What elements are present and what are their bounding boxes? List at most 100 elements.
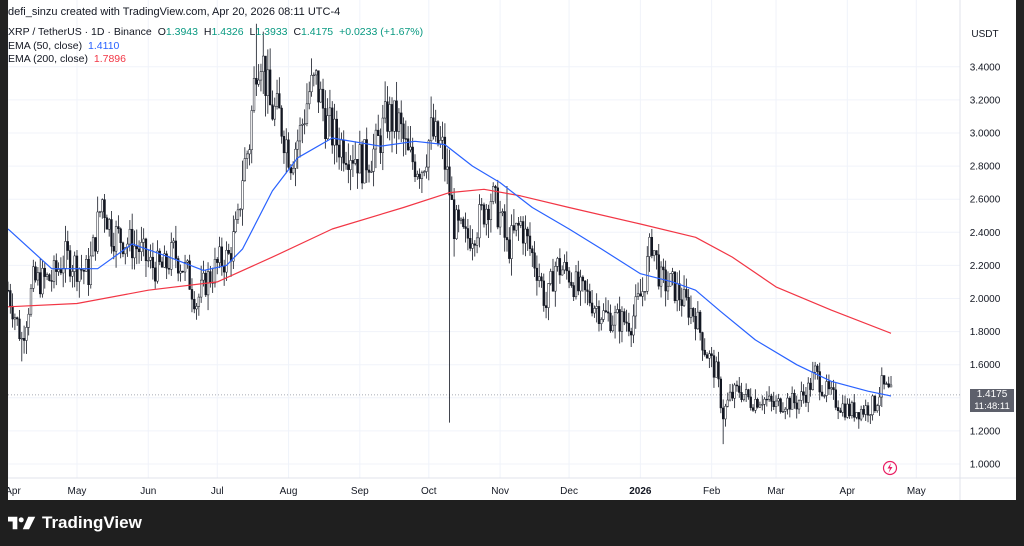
candle-down bbox=[365, 139, 368, 171]
price-tick-label: 3.4000 bbox=[970, 62, 1001, 73]
candle-up bbox=[294, 148, 297, 169]
candle-down bbox=[540, 276, 543, 282]
candle-up bbox=[634, 296, 637, 317]
candle-up bbox=[850, 402, 854, 417]
close-value: 1.4175 bbox=[301, 26, 334, 38]
attribution-text: defi_sinzu created with TradingView.com,… bbox=[8, 6, 341, 18]
candle-down bbox=[204, 272, 207, 296]
change-value: +0.0233 (+1.67%) bbox=[339, 26, 424, 38]
candle-up bbox=[459, 218, 463, 221]
candle-down bbox=[220, 246, 224, 267]
candle-up bbox=[641, 291, 644, 297]
brand-name: TradingView bbox=[42, 513, 142, 532]
ema200-legend[interactable]: EMA (200, close) 1.7896 bbox=[8, 53, 129, 65]
candle-down bbox=[181, 270, 184, 273]
candle-down bbox=[216, 259, 219, 263]
candle-up bbox=[425, 166, 428, 172]
candle-down bbox=[834, 389, 837, 408]
candle-down bbox=[809, 382, 812, 390]
candle-down bbox=[623, 311, 626, 323]
candle-up bbox=[89, 255, 92, 285]
candle-up bbox=[241, 180, 244, 210]
candle-down bbox=[443, 136, 447, 170]
candle-up bbox=[13, 317, 17, 320]
candle-up bbox=[349, 160, 352, 170]
candle-down bbox=[567, 270, 571, 283]
candle-up bbox=[275, 93, 279, 107]
candle-up bbox=[183, 262, 187, 273]
candle-down bbox=[551, 271, 555, 292]
candle-up bbox=[510, 225, 513, 259]
candle-up bbox=[20, 338, 23, 340]
candle-up bbox=[213, 259, 217, 284]
candle-down bbox=[18, 318, 21, 339]
time-tick-label: Jul bbox=[211, 486, 224, 497]
candle-down bbox=[680, 299, 683, 306]
candle-down bbox=[209, 271, 212, 283]
candle-down bbox=[337, 144, 341, 158]
candle-up bbox=[653, 250, 656, 256]
candle-up bbox=[262, 55, 265, 72]
candle-down bbox=[386, 101, 389, 132]
candle-down bbox=[887, 383, 890, 388]
candle-up bbox=[671, 271, 674, 274]
candle-up bbox=[811, 371, 814, 390]
candle-up bbox=[763, 398, 766, 405]
candle-up bbox=[825, 381, 828, 396]
candle-down bbox=[390, 104, 394, 132]
candle-up bbox=[250, 110, 253, 150]
price-chart[interactable]: 3.4000 3.2000 3.0000 2.8000 2.6000 2.4000 2.20… bbox=[8, 0, 1016, 500]
candle-down bbox=[402, 123, 405, 139]
candle-up bbox=[259, 71, 263, 81]
candle-down bbox=[16, 317, 19, 320]
price-tick-label: 3.2000 bbox=[970, 95, 1001, 106]
candle-up bbox=[646, 256, 649, 292]
candle-up bbox=[36, 272, 40, 281]
candle-down bbox=[413, 161, 417, 177]
symbol-label[interactable]: XRP / TetherUS · 1D · Binance bbox=[8, 26, 152, 38]
candle-up bbox=[305, 103, 309, 124]
time-tick-label: Dec bbox=[560, 486, 578, 497]
candle-down bbox=[735, 384, 739, 387]
candle-down bbox=[11, 305, 14, 320]
candle-down bbox=[804, 394, 808, 403]
candle-down bbox=[347, 164, 350, 170]
candle-up bbox=[556, 258, 559, 267]
countdown-tag: 11:48:11 bbox=[970, 401, 1014, 412]
candle-down bbox=[719, 378, 723, 409]
candle-up bbox=[864, 405, 867, 415]
lightning-icon bbox=[882, 460, 898, 476]
candle-down bbox=[521, 221, 525, 244]
candle-down bbox=[627, 322, 631, 332]
candle-down bbox=[699, 311, 702, 333]
candle-up bbox=[616, 309, 619, 313]
candle-up bbox=[170, 242, 173, 270]
candle-down bbox=[692, 308, 695, 317]
candle-down bbox=[839, 410, 842, 413]
candle-up bbox=[298, 125, 302, 142]
candle-up bbox=[397, 112, 401, 132]
candle-down bbox=[607, 311, 610, 314]
ema50-value: 1.4110 bbox=[88, 40, 120, 52]
candle-up bbox=[273, 105, 276, 120]
candle-up bbox=[291, 168, 295, 174]
ema50-legend[interactable]: EMA (50, close) 1.4110 bbox=[8, 40, 122, 52]
candle-down bbox=[705, 354, 709, 359]
candle-up bbox=[636, 293, 640, 297]
candle-up bbox=[91, 237, 95, 257]
candle-down bbox=[526, 228, 529, 237]
open-value: 1.3943 bbox=[165, 26, 198, 38]
candle-down bbox=[788, 397, 791, 410]
chart-panel: 3.4000 3.2000 3.0000 2.8000 2.6000 2.4000 2.20… bbox=[8, 0, 1016, 500]
candle-down bbox=[119, 228, 122, 244]
candle-up bbox=[239, 208, 242, 211]
time-tick-label: Nov bbox=[491, 486, 509, 497]
candle-down bbox=[717, 361, 720, 380]
open-label: O bbox=[157, 26, 166, 38]
candle-up bbox=[790, 393, 794, 410]
price-tick-label: 2.6000 bbox=[970, 195, 1001, 206]
candle-down bbox=[324, 108, 327, 140]
tradingview-brand[interactable]: TradingView bbox=[8, 513, 142, 533]
close-label: C bbox=[293, 26, 302, 38]
candle-down bbox=[404, 138, 407, 140]
